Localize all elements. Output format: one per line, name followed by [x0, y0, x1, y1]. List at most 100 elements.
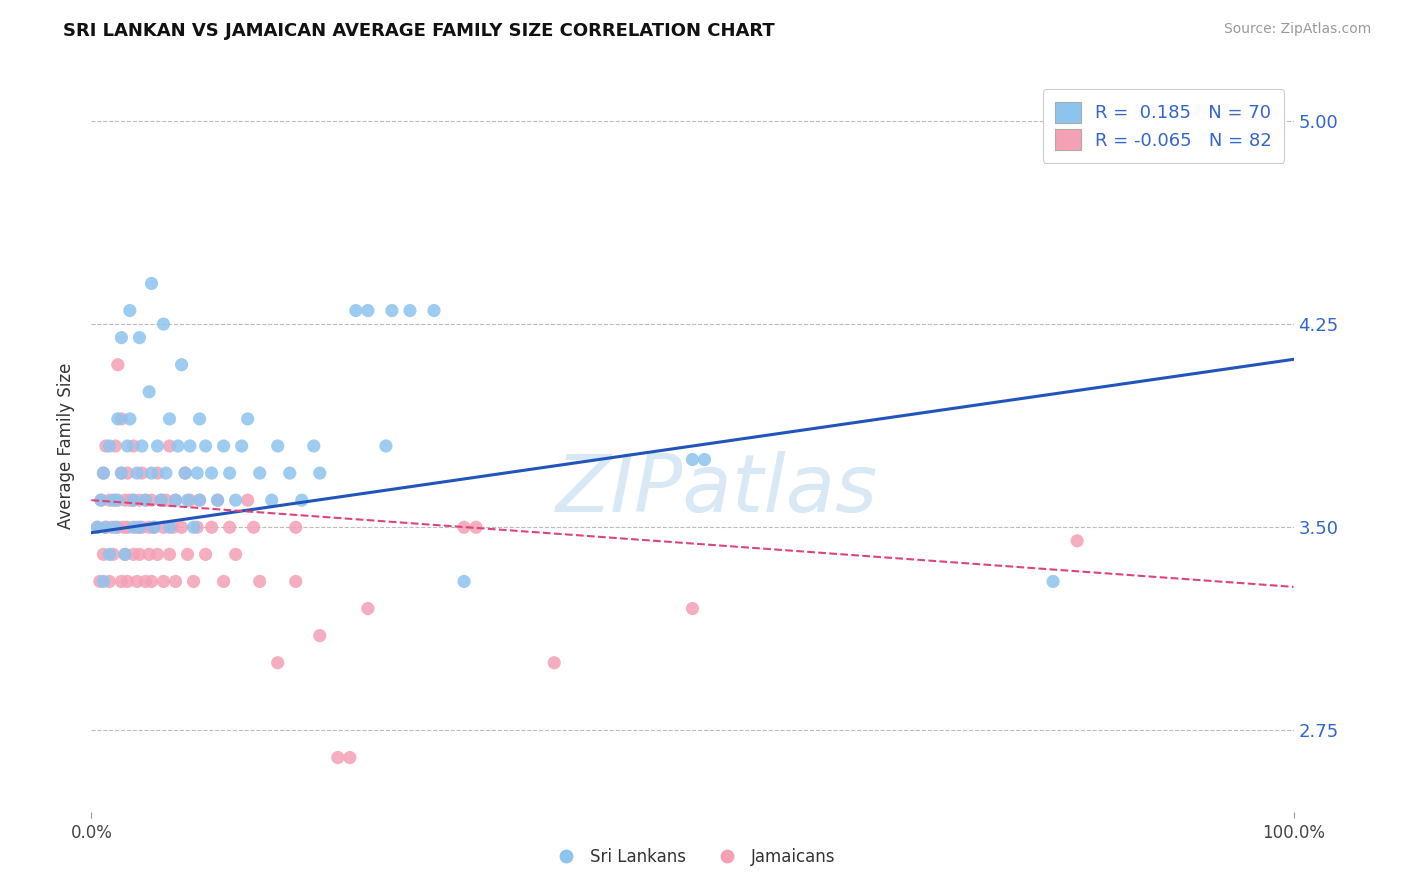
Point	[90, 493, 112, 508]
Point	[225, 493, 247, 508]
Point	[128, 520, 150, 534]
Point	[267, 439, 290, 453]
Point	[114, 547, 136, 561]
Point	[146, 547, 169, 561]
Point	[152, 520, 174, 534]
Point	[249, 466, 271, 480]
Point	[152, 317, 174, 331]
Point	[453, 520, 475, 534]
Point	[110, 331, 132, 345]
Point	[138, 384, 160, 399]
Point	[101, 493, 124, 508]
Point	[236, 412, 259, 426]
Point	[308, 466, 330, 480]
Text: Source: ZipAtlas.com: Source: ZipAtlas.com	[1223, 22, 1371, 37]
Point	[104, 520, 127, 534]
Point	[141, 493, 163, 508]
Point	[118, 303, 141, 318]
Point	[179, 493, 201, 508]
Point	[291, 493, 314, 508]
Point	[141, 574, 163, 589]
Point	[98, 574, 121, 589]
Point	[399, 303, 422, 318]
Point	[236, 493, 259, 508]
Point	[93, 547, 115, 561]
Point	[128, 493, 150, 508]
Point	[260, 493, 283, 508]
Y-axis label: Average Family Size: Average Family Size	[58, 363, 76, 529]
Point	[110, 412, 132, 426]
Point	[128, 331, 150, 345]
Point	[134, 493, 156, 508]
Point	[374, 439, 396, 453]
Point	[681, 601, 703, 615]
Point	[207, 493, 229, 508]
Point	[186, 520, 208, 534]
Point	[1042, 574, 1064, 589]
Point	[693, 452, 716, 467]
Point	[207, 493, 229, 508]
Point	[112, 520, 135, 534]
Point	[188, 493, 211, 508]
Point	[267, 656, 290, 670]
Point	[98, 493, 121, 508]
Text: SRI LANKAN VS JAMAICAN AVERAGE FAMILY SIZE CORRELATION CHART: SRI LANKAN VS JAMAICAN AVERAGE FAMILY SI…	[63, 22, 775, 40]
Point	[101, 547, 124, 561]
Point	[122, 520, 145, 534]
Point	[357, 601, 380, 615]
Point	[131, 439, 153, 453]
Point	[159, 412, 181, 426]
Point	[681, 452, 703, 467]
Point	[134, 574, 156, 589]
Point	[284, 520, 307, 534]
Point	[141, 466, 163, 480]
Point	[162, 520, 184, 534]
Point	[141, 277, 163, 291]
Point	[107, 358, 129, 372]
Point	[183, 520, 205, 534]
Point	[150, 493, 173, 508]
Point	[174, 466, 197, 480]
Point	[174, 466, 197, 480]
Point	[212, 439, 235, 453]
Point	[159, 520, 181, 534]
Point	[242, 520, 264, 534]
Point	[114, 493, 136, 508]
Point	[94, 520, 117, 534]
Point	[93, 574, 115, 589]
Point	[89, 574, 111, 589]
Point	[107, 493, 129, 508]
Point	[134, 493, 156, 508]
Point	[167, 439, 190, 453]
Point	[122, 493, 145, 508]
Point	[104, 493, 127, 508]
Point	[218, 520, 240, 534]
Point	[90, 493, 112, 508]
Point	[284, 574, 307, 589]
Point	[543, 656, 565, 670]
Point	[183, 574, 205, 589]
Point	[1066, 533, 1088, 548]
Point	[159, 547, 181, 561]
Point	[110, 466, 132, 480]
Point	[155, 466, 177, 480]
Point	[201, 520, 224, 534]
Point	[86, 520, 108, 534]
Point	[188, 412, 211, 426]
Point	[101, 520, 124, 534]
Point	[150, 493, 173, 508]
Point	[186, 466, 208, 480]
Point	[188, 493, 211, 508]
Point	[212, 574, 235, 589]
Text: ZIPatlas: ZIPatlas	[555, 450, 877, 529]
Point	[117, 520, 139, 534]
Point	[104, 439, 127, 453]
Point	[278, 466, 301, 480]
Point	[94, 520, 117, 534]
Point	[152, 574, 174, 589]
Point	[165, 574, 187, 589]
Point	[146, 466, 169, 480]
Point	[107, 412, 129, 426]
Point	[142, 520, 165, 534]
Point	[118, 493, 141, 508]
